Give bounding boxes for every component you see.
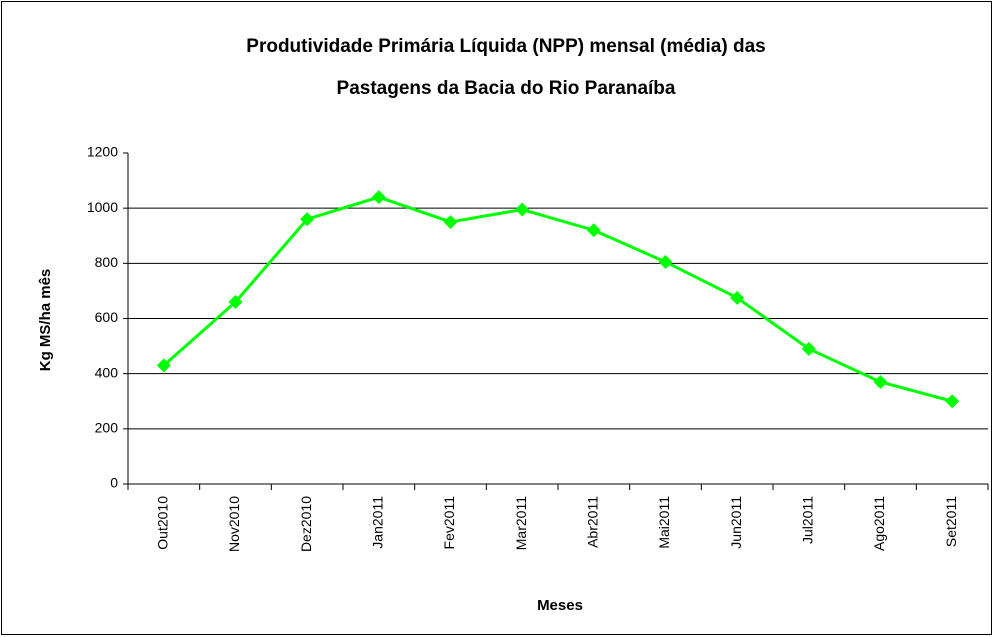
y-axis-title: Kg MS/ha mês bbox=[37, 269, 54, 372]
x-tick-label: Fev2011 bbox=[441, 496, 457, 550]
line bbox=[162, 195, 953, 403]
x-tick-label: Jan2011 bbox=[370, 496, 386, 549]
x-tick-label: Nov2010 bbox=[226, 496, 242, 552]
y-tick-label: 1200 bbox=[87, 144, 118, 160]
marker bbox=[945, 394, 960, 409]
marker bbox=[156, 358, 171, 373]
chart-title: Produtividade Primária Líquida (NPP) men… bbox=[246, 36, 765, 57]
marker bbox=[228, 294, 243, 309]
y-tick-label: 0 bbox=[110, 475, 118, 491]
x-tick-label: Jun2011 bbox=[728, 496, 744, 549]
marker bbox=[371, 190, 386, 205]
y-tick-label: 400 bbox=[95, 364, 119, 380]
marker bbox=[515, 202, 530, 217]
y-tick-label: 800 bbox=[95, 254, 119, 270]
marker bbox=[801, 341, 816, 356]
x-tick-label: Abr2011 bbox=[585, 496, 601, 548]
x-tick-label: Mai2011 bbox=[656, 496, 672, 549]
marker bbox=[873, 374, 888, 389]
y-tick-label: 600 bbox=[95, 309, 119, 325]
x-tick-label: Set2011 bbox=[943, 496, 959, 547]
marker bbox=[730, 290, 745, 305]
x-tick-label: Ago2011 bbox=[871, 496, 887, 551]
marker bbox=[658, 254, 673, 269]
x-axis-title: Meses bbox=[537, 597, 583, 614]
marker bbox=[586, 223, 601, 238]
chart-title: Pastagens da Bacia do Rio Paranaíba bbox=[337, 78, 676, 99]
x-tick-label: Dez2010 bbox=[298, 496, 314, 552]
x-tick-label: Jul2011 bbox=[800, 496, 816, 544]
marker bbox=[443, 214, 458, 229]
x-tick-label: Mar2011 bbox=[513, 496, 529, 550]
y-tick-label: 1000 bbox=[87, 199, 118, 215]
x-tick-label: Out2010 bbox=[155, 496, 171, 550]
marker bbox=[300, 212, 315, 227]
y-tick-label: 200 bbox=[95, 420, 119, 436]
